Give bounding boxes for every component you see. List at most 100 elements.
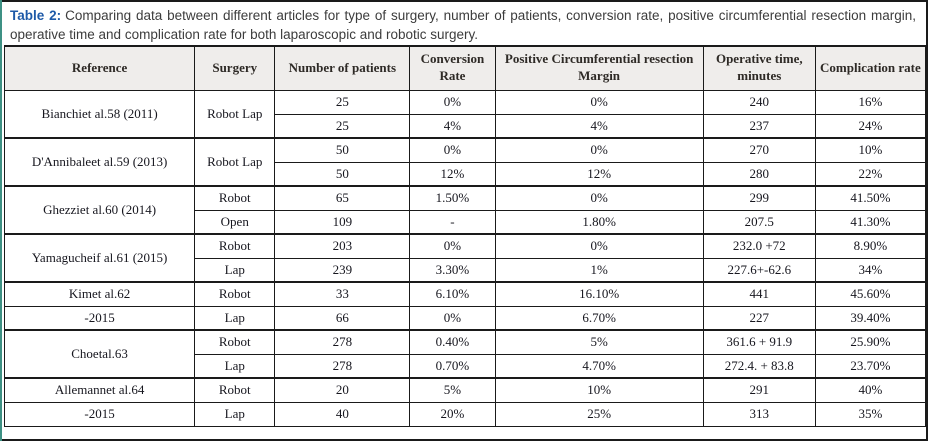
data-cell: 313: [702, 401, 816, 427]
table-row: 50 12% 12% 280 22%: [5, 161, 927, 187]
data-cell: 41.50%: [814, 185, 927, 211]
table-caption: Table 2: Comparing data between different…: [4, 2, 926, 45]
data-cell: 66: [274, 305, 411, 331]
table-row: 25 4% 4% 237 24%: [5, 113, 927, 139]
column-header-0: Reference: [3, 45, 196, 91]
data-cell: 441: [702, 281, 816, 307]
table-row: Yamagucheif al.61 (2015) Robot 203 0% 0% 232.…: [3, 233, 927, 283]
data-cell: 45.60%: [814, 281, 927, 307]
table-row: -2015 Lap 40 20% 25% 313 35%: [3, 401, 927, 427]
data-cell: 203: [274, 233, 411, 259]
surgery-cell: Robot: [194, 377, 276, 403]
data-cell: 65: [274, 185, 411, 211]
data-cell: 12%: [409, 161, 496, 187]
data-cell: 0%: [494, 233, 704, 259]
data-cell: 24%: [814, 113, 927, 139]
comparison-table: Reference Surgery Number of patients Conver…: [3, 45, 927, 427]
table-row: Allemannet al.64 Robot 20 5% 10% 291 40%: [3, 377, 927, 403]
data-cell: 237: [702, 113, 816, 139]
surgery-cell: Robot Lap: [194, 89, 276, 139]
data-cell: 3.30%: [409, 257, 496, 283]
table-head: Reference Surgery Number of patients Conver…: [3, 45, 927, 91]
reference-cell: Choetal.63: [3, 329, 196, 379]
data-cell: 291: [702, 377, 816, 403]
table-body: Bianchiet al.58 (2011) Robot Lap 25 0% 0% 240…: [3, 89, 927, 427]
data-cell: 4%: [494, 113, 704, 139]
data-cell: 50: [274, 161, 411, 187]
table-row: -2015 Lap 66 0% 6.70% 227 39.40%: [3, 305, 927, 331]
data-cell: 0%: [409, 137, 496, 163]
data-cell: 239: [274, 257, 411, 283]
reference-cell: Yamagucheif al.61 (2015): [3, 233, 196, 283]
data-cell: 278: [274, 329, 411, 355]
reference-cell: Ghezziet al.60 (2014): [3, 185, 196, 235]
surgery-cell: Lap: [194, 305, 276, 331]
surgery-cell: Robot: [194, 185, 276, 211]
data-cell: 1.80%: [494, 209, 704, 235]
column-header-5: Operative time, minutes: [702, 45, 816, 91]
surgery-cell: Robot Lap: [194, 137, 276, 187]
table-caption-text: Comparing data between different article…: [10, 8, 917, 43]
reference-cell: -2015: [3, 305, 196, 331]
surgery-cell: Lap: [194, 257, 276, 283]
column-header-3: Conversion Rate: [409, 45, 496, 91]
data-cell: 40%: [814, 377, 927, 403]
data-cell: 39.40%: [814, 305, 927, 331]
data-cell: 10%: [494, 377, 704, 403]
data-cell: 4%: [409, 113, 496, 139]
table-row: Ghezziet al.60 (2014) Robot 65 1.50% 0% 299 41…: [3, 185, 927, 235]
table-row: D'Annibaleet al.59 (2013) Robot Lap 50 0% 0%…: [3, 137, 927, 187]
data-cell: 0.40%: [409, 329, 496, 355]
column-header-4: Positive Circumferential resection Margi…: [494, 45, 704, 91]
data-cell: 25: [274, 89, 411, 115]
data-cell: 270: [702, 137, 816, 163]
data-cell: 25: [274, 113, 411, 139]
data-cell: 0%: [494, 185, 704, 211]
surgery-cell: Robot: [194, 329, 276, 355]
table-row: Bianchiet al.58 (2011) Robot Lap 25 0% 0% 240…: [3, 89, 927, 139]
data-cell: 0%: [409, 233, 496, 259]
data-cell: 227.6+-62.6: [702, 257, 816, 283]
surgery-cell: Robot: [194, 281, 276, 307]
reference-cell: D'Annibaleet al.59 (2013): [3, 137, 196, 187]
data-cell: 25.90%: [814, 329, 927, 355]
reference-cell: -2015: [3, 401, 196, 427]
data-cell: 12%: [494, 161, 704, 187]
data-cell: 227: [702, 305, 816, 331]
data-cell: 272.4. + 83.8: [702, 353, 816, 379]
data-cell: 40: [274, 401, 411, 427]
data-cell: 6.10%: [409, 281, 496, 307]
data-cell: 25%: [494, 401, 704, 427]
data-cell: 278: [274, 353, 411, 379]
data-cell: 35%: [814, 401, 927, 427]
column-header-6: Complication rate: [814, 45, 927, 91]
data-cell: 240: [702, 89, 816, 115]
data-cell: -: [409, 209, 496, 235]
data-cell: 0.70%: [409, 353, 496, 379]
data-cell: 280: [702, 161, 816, 187]
header-row: Reference Surgery Number of patients Conver…: [3, 45, 927, 91]
reference-cell: Bianchiet al.58 (2011): [3, 89, 196, 139]
data-cell: 109: [274, 209, 411, 235]
data-cell: 41.30%: [814, 209, 927, 235]
table-caption-label: Table 2:: [10, 8, 62, 23]
data-cell: 0%: [494, 137, 704, 163]
data-cell: 20: [274, 377, 411, 403]
data-cell: 20%: [409, 401, 496, 427]
column-header-1: Surgery: [194, 45, 276, 91]
data-cell: 33: [274, 281, 411, 307]
data-cell: 5%: [494, 329, 704, 355]
column-header-2: Number of patients: [274, 45, 411, 91]
data-cell: 1.50%: [409, 185, 496, 211]
data-cell: 1%: [494, 257, 704, 283]
page-edge-strip: [0, 0, 2, 441]
data-cell: 361.6 + 91.9: [702, 329, 816, 355]
data-cell: 23.70%: [814, 353, 927, 379]
data-cell: 232.0 +72: [702, 233, 816, 259]
table-row: Kimet al.62 Robot 33 6.10% 16.10% 441 45.60%: [3, 281, 927, 307]
surgery-cell: Robot: [194, 233, 276, 259]
data-cell: 299: [702, 185, 816, 211]
table-row: Choetal.63 Robot 278 0.40% 5% 361.6 + 91.9 25.…: [3, 329, 927, 379]
data-cell: 10%: [814, 137, 927, 163]
